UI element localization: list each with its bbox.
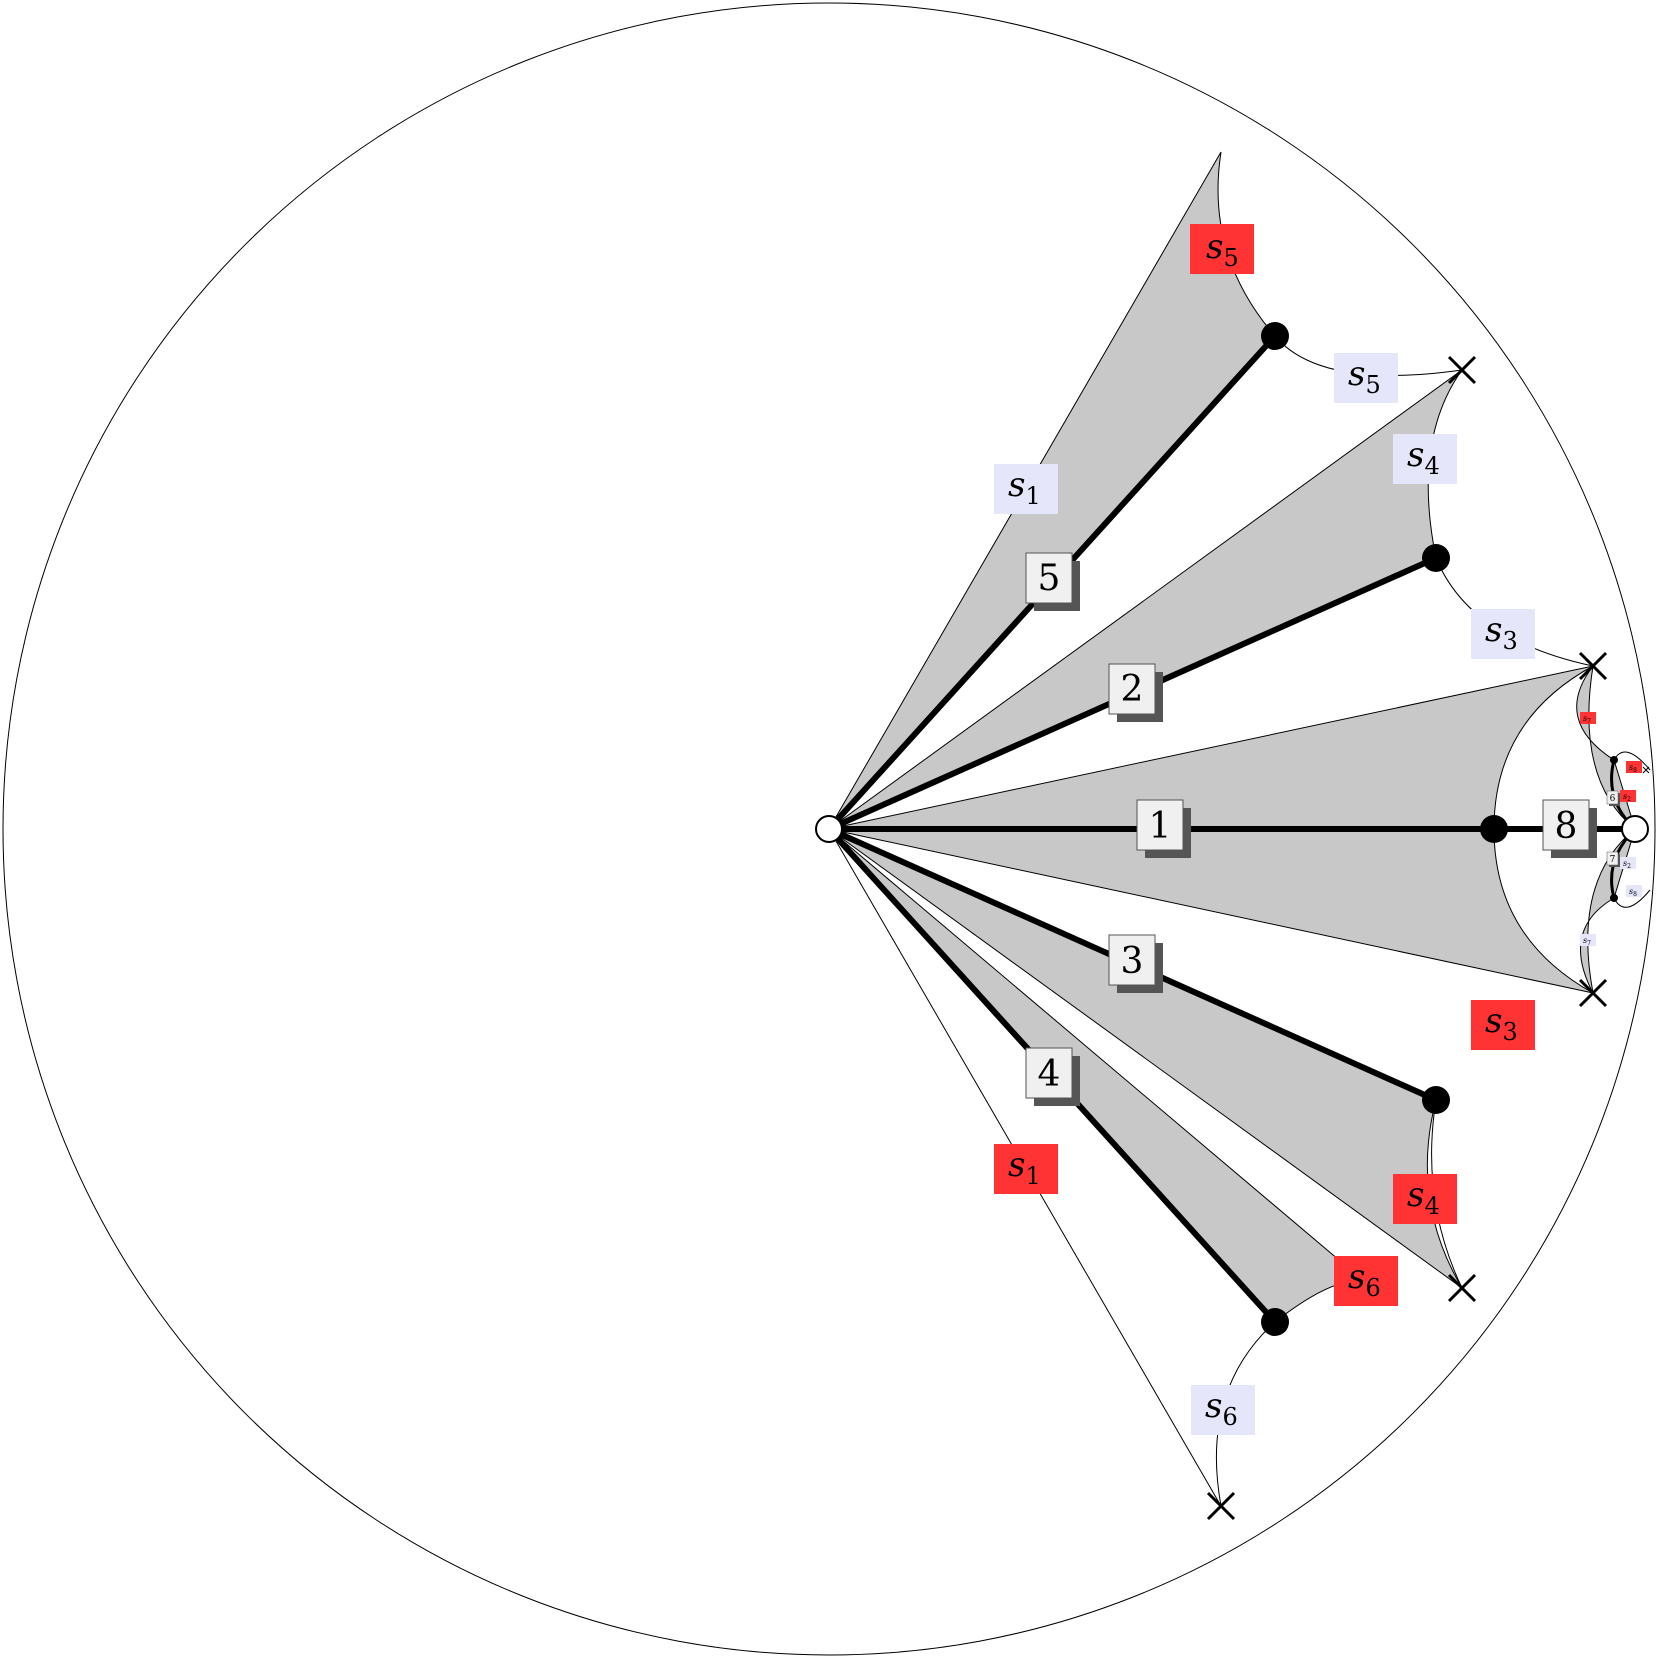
svg-text:1: 1 [1149,806,1172,847]
side-label-s6-red: s6 [1334,1256,1398,1306]
edge-label-3: 3 [1108,934,1163,993]
black-vertices [1261,322,1618,1336]
svg-text:s1: s1 [1008,465,1041,510]
svg-text:s2: s2 [1623,792,1631,803]
vertex-black [1422,1086,1450,1114]
svg-text:2: 2 [1121,669,1144,710]
svg-text:s2: s2 [1623,859,1631,870]
edge-label-5: 5 [1025,552,1080,611]
svg-text:6: 6 [1610,794,1616,804]
svg-text:s7: s7 [1583,936,1591,947]
vertex-white-right [1621,815,1649,843]
side-label-s2-blue: s2 [1620,857,1636,870]
svg-text:s5: s5 [1206,227,1239,272]
cross-mark [1578,978,1608,1008]
edge-label-7: 7 [1606,851,1620,867]
side-label-s7-red: s7 [1580,712,1596,725]
svg-text:8: 8 [1555,806,1578,847]
svg-text:s4: s4 [1407,1175,1440,1220]
svg-text:4: 4 [1038,1054,1061,1095]
cross-marks [1206,355,1650,1521]
thin-curves [828,335,1651,1507]
svg-text:s3: s3 [1485,610,1518,655]
svg-text:5: 5 [1038,558,1061,599]
svg-text:s5: s5 [1348,354,1381,399]
cross-mark [1447,355,1477,385]
side-label-s5-blue: s5 [1334,353,1398,403]
svg-text:s4: s4 [1407,435,1440,480]
side-label-s2-red: s2 [1620,790,1636,803]
svg-text:s8: s8 [1629,887,1637,898]
cross-mark [1206,1491,1236,1521]
side-label-s3-blue: s3 [1471,609,1535,659]
svg-text:s7: s7 [1583,714,1591,725]
vertex-black [1610,894,1618,902]
edge-label-6: 6 [1606,790,1620,806]
vertex-black [1480,815,1508,843]
cross-mark [1447,1273,1477,1303]
side-label-s1-top: s1 [994,464,1058,514]
cross-mark-small [1642,766,1650,774]
edge-label-4: 4 [1025,1047,1080,1106]
cross-mark [1578,651,1608,681]
svg-text:3: 3 [1121,941,1144,982]
svg-text:s3: s3 [1485,1001,1518,1046]
svg-text:s6: s6 [1205,1386,1238,1431]
vertex-black [1610,756,1618,764]
vertex-black [1261,1308,1289,1336]
svg-text:s6: s6 [1348,1257,1381,1302]
vertex-black [1422,544,1450,572]
side-label-s6-blue: s6 [1191,1385,1255,1435]
side-label-s4-blue: s4 [1393,434,1457,484]
side-label-s1-bottom: s1 [994,1144,1058,1194]
svg-text:7: 7 [1610,855,1616,865]
edge-label-8: 8 [1542,799,1597,858]
side-label-s3-red: s3 [1471,1000,1535,1050]
svg-text:s1: s1 [1008,1145,1041,1190]
side-label-s7-blue: s7 [1580,934,1596,947]
side-label-s4-red: s4 [1393,1174,1457,1224]
shaded-regions [828,151,1636,1323]
side-label-s8-red: s8 [1626,761,1642,774]
vertex-white-center [815,815,843,843]
edge-label-1: 1 [1136,799,1191,858]
side-label-s8-blue: s8 [1626,885,1642,898]
vertex-black [1261,322,1289,350]
svg-text:s8: s8 [1629,763,1637,774]
edge-label-2: 2 [1108,663,1163,722]
side-label-s5-red: s5 [1190,224,1254,274]
